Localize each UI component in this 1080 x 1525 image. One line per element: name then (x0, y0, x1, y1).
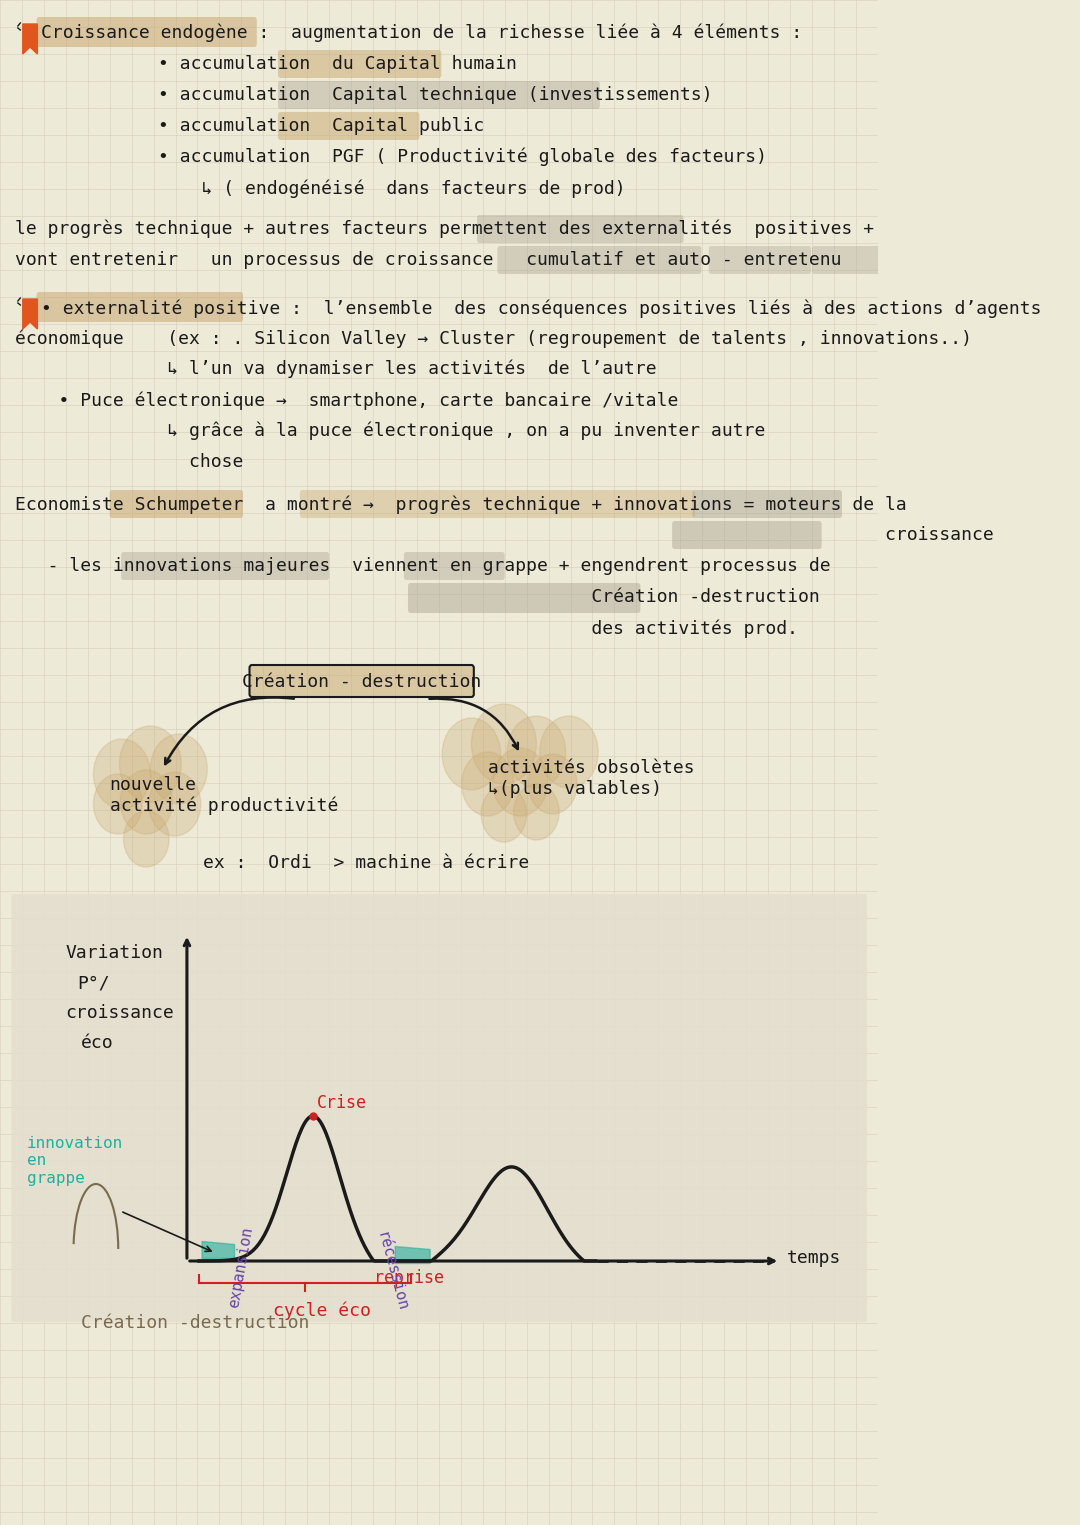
FancyBboxPatch shape (278, 81, 599, 108)
Text: Croissance endogène :  augmentation de la richesse liée à 4 éléments :: Croissance endogène : augmentation de la… (41, 24, 801, 43)
Text: chose: chose (15, 453, 243, 471)
Text: ↳ l’un va dynamiser les activités  de l’autre: ↳ l’un va dynamiser les activités de l’a… (15, 360, 657, 378)
FancyBboxPatch shape (404, 552, 504, 580)
Text: ex :  Ordi  > machine à écrire: ex : Ordi > machine à écrire (203, 854, 529, 872)
FancyBboxPatch shape (278, 50, 442, 78)
Text: • accumulation  du Capital humain: • accumulation du Capital humain (159, 55, 517, 73)
FancyBboxPatch shape (498, 246, 701, 274)
Text: innovation
en
grappe: innovation en grappe (27, 1136, 123, 1186)
Circle shape (149, 772, 201, 836)
Text: croissance: croissance (15, 526, 994, 544)
Circle shape (94, 740, 150, 808)
Text: récession: récession (374, 1229, 409, 1313)
FancyBboxPatch shape (121, 552, 329, 580)
Text: Création -destruction: Création -destruction (81, 1315, 310, 1331)
FancyBboxPatch shape (692, 490, 842, 519)
Circle shape (120, 726, 181, 802)
FancyBboxPatch shape (672, 522, 822, 549)
Polygon shape (23, 24, 38, 53)
Text: croissance: croissance (65, 1003, 174, 1022)
FancyBboxPatch shape (408, 583, 640, 613)
FancyBboxPatch shape (708, 246, 811, 274)
FancyBboxPatch shape (12, 894, 867, 1322)
FancyBboxPatch shape (812, 246, 902, 274)
Text: ↳ ( endogénéisé  dans facteurs de prod): ↳ ( endogénéisé dans facteurs de prod) (159, 178, 626, 198)
Text: Création -destruction: Création -destruction (15, 589, 820, 605)
Polygon shape (23, 299, 38, 329)
Circle shape (514, 784, 559, 840)
Text: des activités prod.: des activités prod. (15, 619, 798, 637)
Text: Economiste Schumpeter  a montré →  progrès technique + innovations = moteurs de : Economiste Schumpeter a montré → progrès… (15, 496, 906, 514)
Text: ↳ grâce à la puce électronique , on a pu inventer autre: ↳ grâce à la puce électronique , on a pu… (15, 422, 765, 441)
Text: activités obsolètes
↳(plus valables): activités obsolètes ↳(plus valables) (488, 759, 694, 798)
Text: cycle éco: cycle éco (272, 1301, 370, 1319)
Text: éco: éco (81, 1034, 113, 1052)
Text: expansion: expansion (226, 1226, 255, 1310)
Circle shape (461, 752, 514, 816)
Text: reprise: reprise (375, 1269, 444, 1287)
Text: Crise: Crise (318, 1093, 367, 1112)
Circle shape (120, 770, 173, 834)
Text: Création - destruction: Création - destruction (242, 673, 482, 691)
Circle shape (150, 734, 207, 804)
Text: le progrès technique + autres facteurs permettent des externalités  positives +: le progrès technique + autres facteurs p… (15, 220, 874, 238)
Text: • accumulation  Capital technique (investissements): • accumulation Capital technique (invest… (159, 85, 713, 104)
Circle shape (123, 811, 170, 868)
FancyBboxPatch shape (300, 490, 694, 519)
Text: P°/: P°/ (77, 974, 110, 991)
FancyBboxPatch shape (249, 665, 474, 697)
Circle shape (540, 717, 598, 788)
Circle shape (528, 753, 577, 814)
Text: • accumulation  Capital public: • accumulation Capital public (159, 117, 485, 136)
FancyBboxPatch shape (37, 291, 243, 322)
Text: - les innovations majeures  viennent en grappe + engendrent processus de: - les innovations majeures viennent en g… (15, 557, 831, 575)
Circle shape (492, 747, 548, 816)
Text: temps: temps (786, 1249, 841, 1267)
Text: vont entretenir   un processus de croissance   cumulatif et auto - entretenu: vont entretenir un processus de croissan… (15, 252, 841, 268)
Circle shape (508, 717, 566, 788)
Text: nouvelle
activité productivité: nouvelle activité productivité (110, 776, 338, 816)
FancyBboxPatch shape (477, 215, 684, 242)
Circle shape (442, 718, 501, 790)
Text: • accumulation  PGF ( Productivité globale des facteurs): • accumulation PGF ( Productivité global… (159, 148, 768, 166)
Circle shape (471, 705, 537, 784)
Circle shape (94, 775, 143, 834)
FancyBboxPatch shape (278, 111, 419, 140)
Text: • Puce électronique →  smartphone, carte bancaire /vitale: • Puce électronique → smartphone, carte … (15, 390, 678, 410)
Circle shape (481, 785, 527, 842)
Text: • externalité positive :  l’ensemble  des conséquences positives liés à des acti: • externalité positive : l’ensemble des … (41, 299, 1041, 317)
FancyBboxPatch shape (110, 490, 243, 519)
Text: Variation: Variation (65, 944, 163, 962)
FancyBboxPatch shape (37, 17, 257, 47)
Text: économique    (ex : . Silicon Valley → Cluster (regroupement de talents , innova: économique (ex : . Silicon Valley → Clus… (15, 329, 972, 348)
